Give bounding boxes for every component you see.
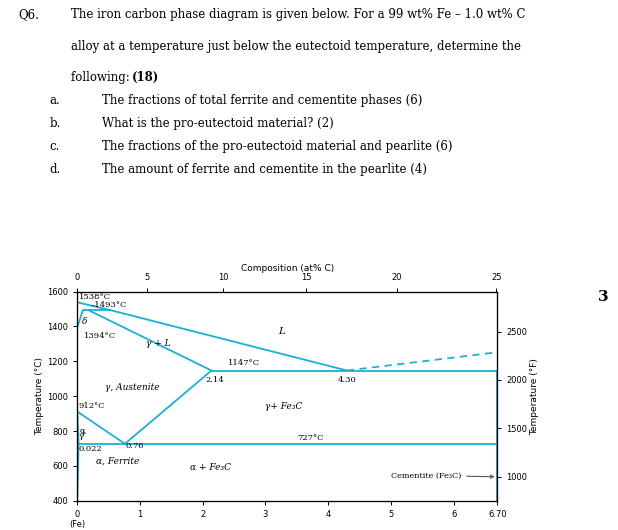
Text: 2.14: 2.14: [206, 376, 224, 384]
Text: What is the pro-eutectoid material? (2): What is the pro-eutectoid material? (2): [102, 117, 334, 130]
Text: +: +: [79, 430, 86, 438]
Text: γ + L: γ + L: [146, 339, 171, 348]
Text: 912°C: 912°C: [78, 402, 105, 410]
Text: 3: 3: [598, 290, 609, 304]
Text: 727°C: 727°C: [297, 434, 323, 441]
Text: following:: following:: [71, 70, 133, 84]
Y-axis label: Temperature (°F): Temperature (°F): [530, 358, 540, 435]
Y-axis label: Temperature (°C): Temperature (°C): [35, 357, 44, 435]
Text: 1147°C: 1147°C: [228, 359, 260, 367]
Text: α: α: [79, 427, 85, 435]
Text: L: L: [278, 327, 285, 336]
Text: (18): (18): [132, 70, 159, 84]
Text: Cementite (Fe₃C): Cementite (Fe₃C): [391, 472, 493, 480]
Text: The amount of ferrite and cementite in the pearlite (4): The amount of ferrite and cementite in t…: [102, 163, 427, 176]
Text: Q6.: Q6.: [19, 8, 40, 21]
Text: alloy at a temperature just below the eutectoid temperature, determine the: alloy at a temperature just below the eu…: [71, 40, 521, 53]
Text: c.: c.: [49, 140, 60, 153]
Text: The fractions of the pro-eutectoid material and pearlite (6): The fractions of the pro-eutectoid mater…: [102, 140, 452, 153]
Text: The fractions of total ferrite and cementite phases (6): The fractions of total ferrite and cemen…: [102, 94, 422, 107]
Text: 1394°C: 1394°C: [83, 332, 116, 340]
Text: –1493°C: –1493°C: [91, 301, 127, 310]
X-axis label: Composition (at% C): Composition (at% C): [241, 264, 334, 273]
Text: α + Fe₃C: α + Fe₃C: [190, 463, 231, 472]
Text: 1538°C: 1538°C: [78, 293, 111, 301]
Text: γ+ Fe₃C: γ+ Fe₃C: [265, 402, 303, 411]
Text: γ: γ: [79, 432, 84, 440]
Text: α, Ferrite: α, Ferrite: [96, 456, 140, 465]
Text: 0.76: 0.76: [125, 443, 144, 450]
Text: b.: b.: [49, 117, 61, 130]
Text: The iron carbon phase diagram is given below. For a 99 wt% Fe – 1.0 wt% C: The iron carbon phase diagram is given b…: [71, 8, 525, 21]
Text: 4.30: 4.30: [337, 376, 357, 384]
Text: d.: d.: [49, 163, 61, 176]
Text: δ: δ: [82, 316, 88, 325]
Text: 0.022: 0.022: [78, 445, 103, 453]
Text: a.: a.: [49, 94, 60, 107]
Text: γ, Austenite: γ, Austenite: [106, 383, 160, 392]
